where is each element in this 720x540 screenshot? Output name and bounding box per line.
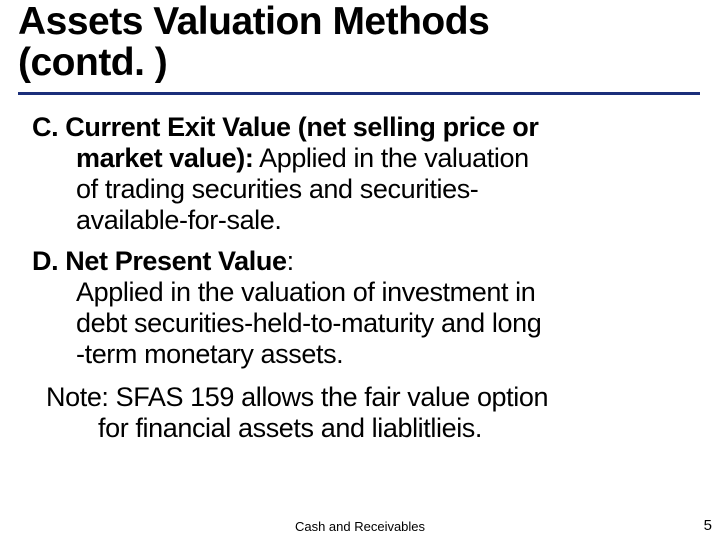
note-line1: Note: SFAS 159 allows the fair value opt… — [46, 382, 548, 412]
bullet-d: D. Net Present Value: Applied in the val… — [32, 246, 692, 370]
bullet-c-line3: of trading securities and securities- — [76, 174, 692, 205]
note-line2: for financial assets and liablitlieis. — [98, 413, 682, 444]
slide-body: C. Current Exit Value (net selling price… — [32, 112, 692, 444]
bullet-c-line4: available-for-sale. — [76, 205, 692, 236]
bullet-c-line2: market value): Applied in the valuation — [76, 143, 692, 174]
bullet-d-line3: -term monetary assets. — [76, 339, 692, 370]
bullet-c-label-line2: market value): — [76, 143, 253, 173]
bullet-d-line1: Applied in the valuation of investment i… — [76, 277, 692, 308]
slide-title: Assets Valuation Methods (contd. ) — [18, 2, 698, 84]
bullet-c-label-line1: C. Current Exit Value (net selling price… — [32, 112, 538, 142]
bullet-d-line2: debt securities-held-to-maturity and lon… — [76, 308, 692, 339]
bullet-c: C. Current Exit Value (net selling price… — [32, 112, 692, 236]
bullet-d-header: D. Net Present Value: — [32, 246, 294, 276]
slide-footer: Cash and Receivables — [0, 519, 720, 534]
page-number: 5 — [704, 517, 712, 534]
note-block: Note: SFAS 159 allows the fair value opt… — [46, 382, 682, 444]
bullet-d-label: D. Net Present Value — [32, 246, 287, 276]
bullet-d-colon: : — [287, 246, 294, 276]
bullet-c-rest-line2: Applied in the valuation — [253, 143, 528, 173]
slide: Assets Valuation Methods (contd. ) C. Cu… — [0, 0, 720, 540]
title-line-2: (contd. ) — [18, 41, 167, 84]
title-underline — [18, 92, 700, 95]
title-line-1: Assets Valuation Methods — [18, 0, 489, 43]
